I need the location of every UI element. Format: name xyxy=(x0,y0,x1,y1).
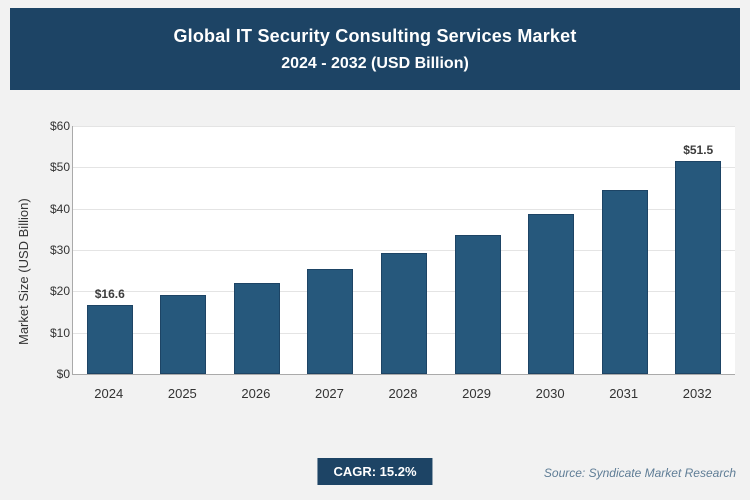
x-tick-label: 2025 xyxy=(167,386,197,401)
y-tick-label: $20 xyxy=(49,284,70,299)
y-tick-label: $50 xyxy=(49,160,70,175)
x-tick-label: 2029 xyxy=(462,386,492,401)
y-tick-label: $0 xyxy=(56,367,70,381)
plot-area: $16.6 $51.5 xyxy=(72,126,735,375)
x-tick-label: 2032 xyxy=(682,386,712,401)
y-tick-label: $40 xyxy=(49,201,70,216)
bar-2025 xyxy=(160,295,207,374)
chart-header-banner: Global IT Security Consulting Services M… xyxy=(10,8,740,90)
y-tick-label: $60 xyxy=(49,119,70,133)
x-tick-label: 2028 xyxy=(388,386,418,401)
chart-title-line2: 2024 - 2032 (USD Billion) xyxy=(281,54,469,72)
x-tick-label: 2027 xyxy=(314,386,344,401)
bar-2028 xyxy=(381,253,427,374)
bar-2024 xyxy=(86,305,133,374)
chart-area: Market Size (USD Billion) $0 $10 $20 $30 $40… xyxy=(0,90,750,430)
bar-2029 xyxy=(454,235,501,374)
gridline xyxy=(73,167,735,169)
bar-2027 xyxy=(307,269,354,374)
gridline xyxy=(73,250,735,251)
bar-2030 xyxy=(528,214,575,374)
chart-title-line1: Global IT Security Consulting Services M… xyxy=(173,25,577,46)
x-tick-label: 2031 xyxy=(609,386,639,401)
y-tick-label: $30 xyxy=(49,243,70,257)
source-attribution: Source: Syndicate Market Research xyxy=(543,466,736,480)
gridline xyxy=(73,208,735,210)
bar-2026 xyxy=(233,283,280,374)
y-tick-label: $10 xyxy=(49,325,70,340)
bar-value-label: $51.5 xyxy=(683,143,714,158)
bar-2032 xyxy=(675,161,722,374)
cagr-badge: CAGR: 15.2% xyxy=(317,458,433,485)
x-tick-label: 2026 xyxy=(241,386,271,401)
x-tick-label: 2030 xyxy=(535,386,565,401)
bar-2031 xyxy=(601,189,648,374)
y-axis-title: Market Size (USD Billion) xyxy=(16,198,31,345)
x-tick-label: 2024 xyxy=(94,386,124,401)
bar-value-label: $16.6 xyxy=(94,287,125,302)
chart-footer: CAGR: 15.2% Source: Syndicate Market Res… xyxy=(0,440,750,500)
gridline xyxy=(73,126,735,127)
